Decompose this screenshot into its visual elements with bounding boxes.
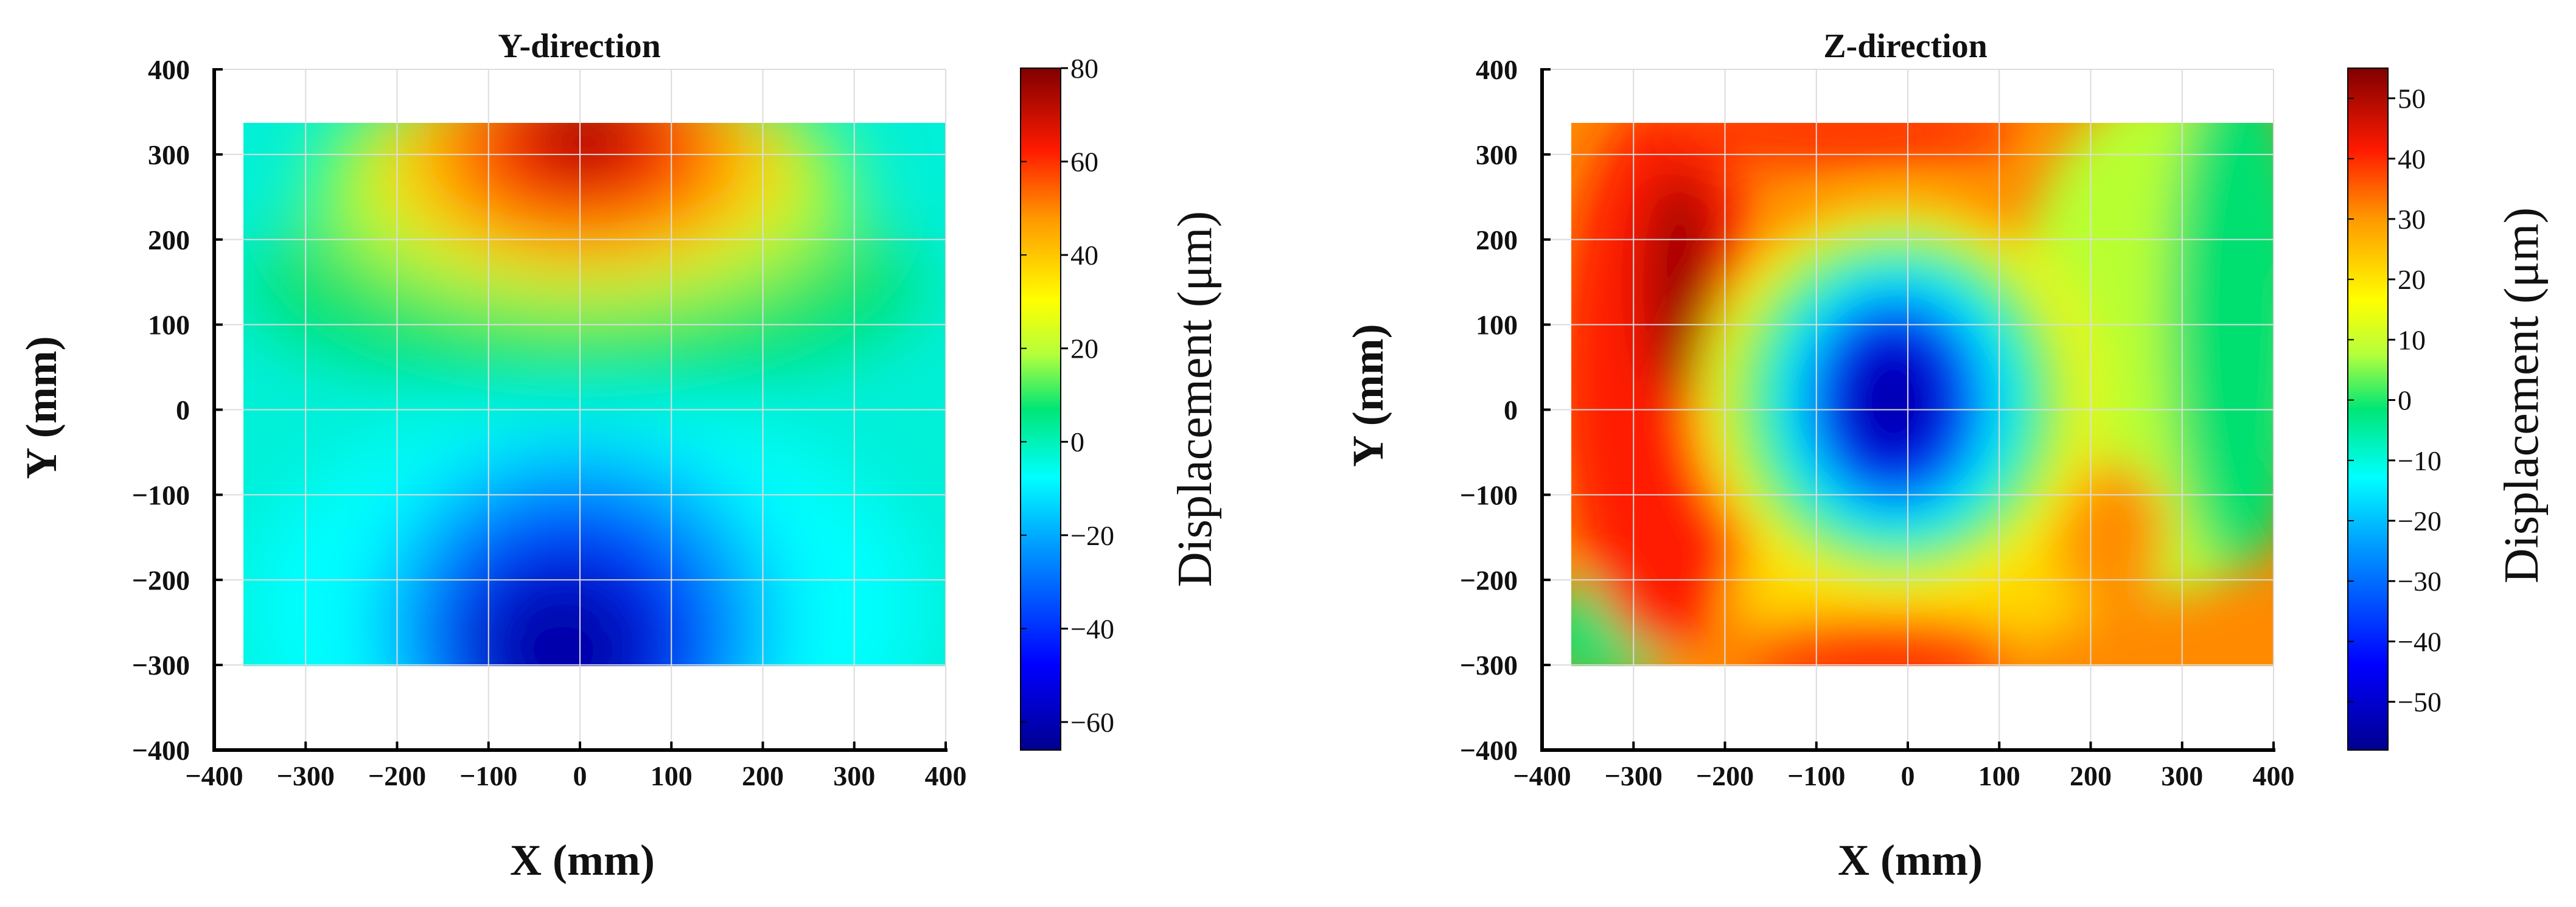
colorbar-gradient bbox=[1020, 68, 1061, 751]
x-tick-label: 200 bbox=[742, 760, 784, 791]
x-tick-label: 300 bbox=[2161, 760, 2203, 791]
colorbar-tick-label: 0 bbox=[2398, 385, 2412, 416]
colorbar-tick-label: 30 bbox=[2398, 204, 2426, 235]
colorbar: −60 −40 −20 0 20 40 60 80 bbox=[1020, 53, 1114, 751]
heatmap-z-direction bbox=[1571, 123, 2274, 666]
heat-max-peak bbox=[529, 123, 639, 173]
colorbar-tick-label: −40 bbox=[1070, 613, 1114, 644]
colorbar-tick-label: −50 bbox=[2398, 687, 2442, 718]
white-mask-bottom bbox=[1542, 666, 2278, 750]
colorbar-tick-label: 20 bbox=[1070, 333, 1098, 364]
y-tick-label: 0 bbox=[176, 395, 190, 426]
x-tick-label: 100 bbox=[1978, 760, 2020, 791]
colorbar-tick-label: 40 bbox=[2398, 144, 2426, 175]
y-tick-label: −400 bbox=[1460, 735, 1518, 766]
x-tick-label: −300 bbox=[277, 760, 335, 791]
x-tick-label: 400 bbox=[2253, 760, 2295, 791]
y-tick-label: −100 bbox=[1460, 479, 1518, 510]
colorbar-label: Displacement (μm) bbox=[1168, 211, 1222, 587]
x-tick-label: −400 bbox=[185, 760, 243, 791]
panel-z-direction: −400 −300 −200 −100 0 100 200 300 400−400−300−20… bbox=[1344, 27, 2549, 884]
colorbar-label: Displacement (μm) bbox=[2495, 207, 2549, 583]
heat-orange-right bbox=[2057, 462, 2166, 608]
chart-title: Z-direction bbox=[1823, 27, 1988, 65]
y-tick-label: 200 bbox=[148, 224, 190, 255]
y-tick-label: 100 bbox=[148, 310, 190, 341]
y-tick-label: −400 bbox=[132, 735, 190, 766]
x-tick-label: 0 bbox=[1901, 760, 1915, 791]
colorbar-tick-label: −40 bbox=[2398, 626, 2442, 657]
colorbar-tick-label: 80 bbox=[1070, 53, 1098, 84]
y-tick-label: −200 bbox=[1460, 565, 1518, 596]
x-tick-label: 400 bbox=[925, 760, 967, 791]
x-tick-label: 100 bbox=[651, 760, 693, 791]
heat-red-bottom bbox=[1747, 617, 2014, 666]
white-mask-top bbox=[1542, 69, 2278, 123]
y-tick-label: −200 bbox=[132, 565, 190, 596]
colorbar-tick-label: 40 bbox=[1070, 240, 1098, 271]
x-tick-label: −400 bbox=[1513, 760, 1571, 791]
x-tick-label: 300 bbox=[833, 760, 875, 791]
y-axis-label: Y (mm) bbox=[1344, 324, 1392, 467]
white-mask-top bbox=[214, 69, 951, 123]
y-tick-label: 0 bbox=[1504, 395, 1518, 426]
x-axis-label: X (mm) bbox=[1838, 836, 1983, 884]
colorbar-tick-label: 60 bbox=[1070, 147, 1098, 178]
colorbar-tick-label: 50 bbox=[2398, 83, 2426, 114]
y-tick-label: −100 bbox=[132, 479, 190, 510]
x-tick-label: −200 bbox=[1696, 760, 1754, 791]
axes: −400 −300 −200 −100 0 100 200 300 400 −400 −300 −20… bbox=[1460, 54, 2295, 791]
colorbar-tick-label: 10 bbox=[2398, 324, 2426, 355]
colorbar-tick-label: −20 bbox=[1070, 520, 1114, 551]
colorbar-gradient bbox=[2347, 68, 2389, 751]
chart-title: Y-direction bbox=[498, 27, 661, 65]
y-tick-label: 400 bbox=[1476, 54, 1518, 85]
y-tick-label: −300 bbox=[1460, 650, 1518, 681]
heat-min-core bbox=[1849, 347, 1934, 456]
heat-green-right bbox=[2166, 123, 2274, 572]
y-tick-label: −300 bbox=[132, 650, 190, 681]
axes: −400 −300 −200 −100 0 100 200 300 400 −400 −300 −20… bbox=[132, 54, 967, 791]
white-mask-bottom bbox=[214, 666, 951, 750]
y-tick-label: 200 bbox=[1476, 224, 1518, 255]
x-tick-label: −200 bbox=[368, 760, 426, 791]
heat-darkred-left bbox=[1643, 170, 1716, 401]
x-tick-label: −100 bbox=[1787, 760, 1845, 791]
y-tick-label: 300 bbox=[1476, 139, 1518, 170]
colorbar-tick-label: −30 bbox=[2398, 566, 2442, 597]
y-tick-label: 400 bbox=[148, 54, 190, 85]
heat-min-trough bbox=[472, 566, 654, 666]
x-tick-label: −100 bbox=[459, 760, 517, 791]
y-axis-label: Y (mm) bbox=[17, 336, 66, 479]
y-tick-label: 300 bbox=[148, 139, 190, 170]
heatmap-y-direction bbox=[243, 123, 946, 666]
colorbar-tick-label: −20 bbox=[2398, 506, 2442, 537]
colorbar-tick-label: −60 bbox=[1070, 707, 1114, 738]
colorbar: −50 −40 −30 −20 −10 0 10 20 30 40 50 bbox=[2347, 68, 2442, 751]
colorbar-tick-label: −10 bbox=[2398, 445, 2442, 476]
x-tick-label: −300 bbox=[1605, 760, 1663, 791]
x-axis-label: X (mm) bbox=[510, 836, 655, 884]
colorbar-tick-label: 20 bbox=[2398, 264, 2426, 295]
x-tick-label: 0 bbox=[573, 760, 587, 791]
colorbar-tick-label: 0 bbox=[1070, 426, 1084, 457]
y-tick-label: 100 bbox=[1476, 310, 1518, 341]
panel-y-direction: −400 −300 −200 −100 0 100 200 300 400−400−300−20… bbox=[17, 27, 1222, 884]
x-tick-label: 200 bbox=[2070, 760, 2112, 791]
